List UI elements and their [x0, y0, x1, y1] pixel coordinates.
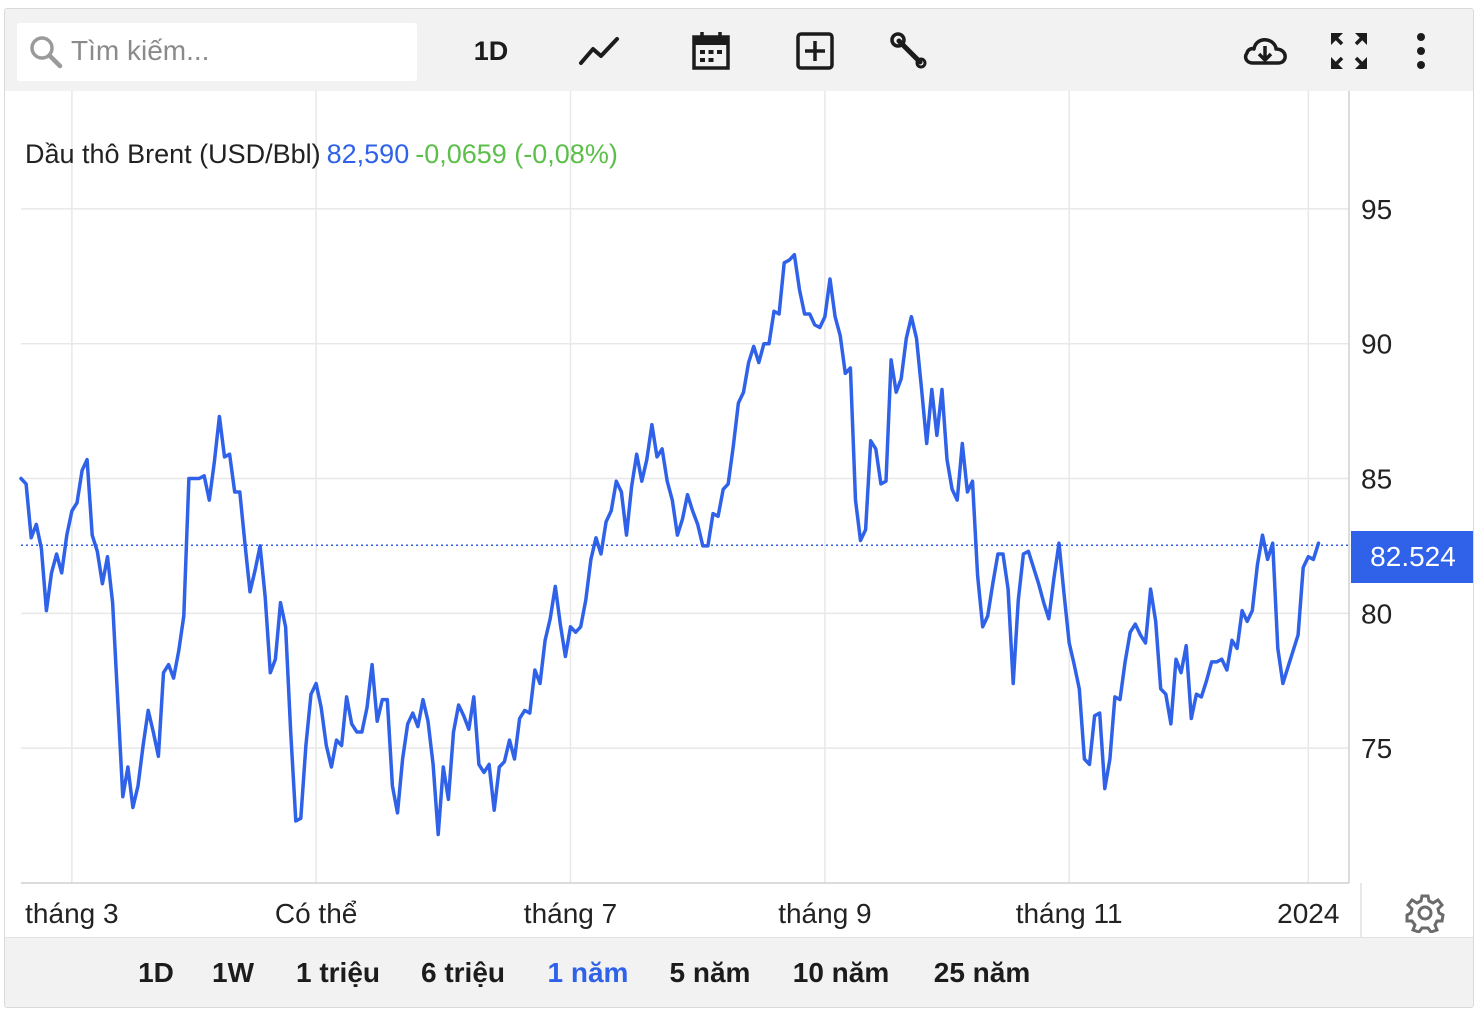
range-1m[interactable]: 1 triệu — [295, 957, 381, 988]
calendar-icon — [692, 32, 730, 70]
y-tick-label: 90 — [1361, 329, 1392, 360]
search-box[interactable] — [17, 23, 417, 81]
search-input[interactable] — [71, 31, 401, 71]
price-chart[interactable]: 75 80 85 90 95 tháng 3 Có thể tháng 7 tháng 9 thá… — [5, 91, 1474, 937]
date-range-button[interactable] — [685, 25, 737, 77]
chart-title: Dầu thô Brent (USD/Bbl) 82,590 -0,0659 (-0… — [25, 139, 618, 170]
add-indicator-icon — [796, 32, 834, 70]
x-tick-label: tháng 9 — [778, 898, 871, 929]
add-indicator-button[interactable] — [789, 25, 841, 77]
range-1d[interactable]: 1D — [138, 957, 174, 988]
gear-icon[interactable] — [1405, 893, 1445, 933]
more-button[interactable] — [1401, 25, 1441, 77]
x-tick-label: tháng 3 — [25, 898, 118, 929]
range-1y[interactable]: 1 năm — [527, 938, 649, 1007]
instrument-name: Dầu thô Brent (USD/Bbl) — [25, 139, 321, 169]
x-tick-label: tháng 11 — [1016, 898, 1123, 929]
last-price-tag: 82.524 — [1351, 531, 1473, 583]
x-tick-label: tháng 7 — [524, 898, 617, 929]
interval-label: 1D — [473, 35, 509, 66]
tools-button[interactable] — [883, 25, 935, 77]
x-tick-label: Có thể — [275, 898, 358, 929]
toolbar: 1D — [5, 9, 1473, 91]
range-5y[interactable]: 5 năm — [669, 957, 751, 988]
download-button[interactable] — [1239, 25, 1291, 77]
y-tick-label: 75 — [1361, 733, 1392, 764]
more-vertical-icon — [1417, 33, 1425, 69]
current-price: 82,590 — [326, 139, 410, 169]
range-25y[interactable]: 25 năm — [933, 957, 1031, 988]
y-tick-label: 85 — [1361, 464, 1392, 495]
range-bar: 1D 1W 1 triệu 6 triệu 1 năm 5 năm 10 năm… — [5, 937, 1473, 1007]
line-chart-icon — [579, 37, 619, 65]
wrench-icon — [890, 32, 927, 69]
chart-widget: 1D — [4, 8, 1474, 1008]
interval-button[interactable]: 1D — [463, 25, 519, 77]
range-6m[interactable]: 6 triệu — [420, 957, 506, 988]
x-tick-label: 2024 — [1277, 898, 1339, 929]
y-tick-label: 80 — [1361, 598, 1392, 629]
fullscreen-button[interactable] — [1323, 25, 1375, 77]
search-icon — [30, 36, 63, 69]
price-change: -0,0659 (-0,08%) — [415, 139, 618, 169]
chart-type-button[interactable] — [573, 25, 625, 77]
y-tick-label: 95 — [1361, 194, 1392, 225]
cloud-download-icon — [1243, 38, 1287, 65]
range-10y[interactable]: 10 năm — [792, 957, 890, 988]
range-1w[interactable]: 1W — [212, 957, 254, 988]
fullscreen-icon — [1331, 33, 1367, 69]
price-series-line — [19, 252, 1321, 837]
